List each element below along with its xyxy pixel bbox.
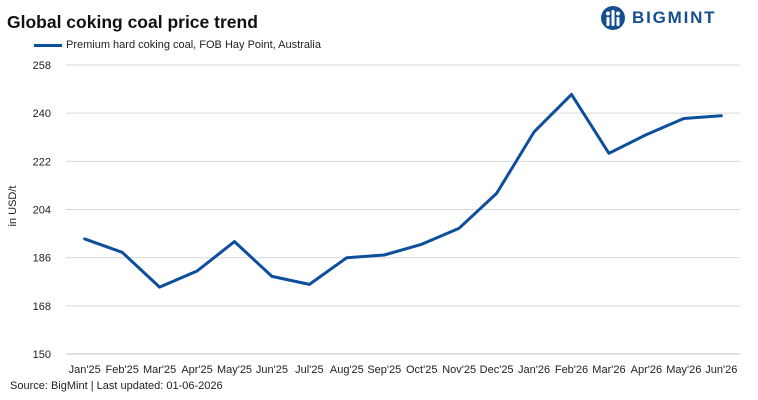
bigmint-logo: BIGMINT — [600, 5, 716, 31]
series-line — [83, 92, 723, 289]
x-tick-label: Mar'25 — [143, 364, 176, 376]
y-tick-label: 168 — [33, 301, 51, 313]
legend-label: Premium hard coking coal, FOB Hay Point,… — [66, 39, 321, 51]
x-tick-label: Oct'25 — [406, 364, 437, 376]
x-tick-label: Apr'25 — [181, 364, 212, 376]
legend-swatch — [34, 43, 62, 47]
chart-title: Global coking coal price trend — [7, 12, 258, 32]
bigmint-logo-icon — [601, 6, 625, 30]
x-tick-label: Jun'26 — [705, 364, 737, 376]
x-tick-label: Sep'25 — [367, 364, 401, 376]
x-tick-label: Dec'25 — [480, 364, 514, 376]
y-tick-label: 258 — [33, 60, 51, 72]
y-tick-label: 150 — [33, 349, 51, 361]
x-tick-label: Mar'26 — [592, 364, 625, 376]
source-note: Source: BigMint | Last updated: 01-06-20… — [10, 380, 223, 392]
x-tick-label: Apr'26 — [631, 364, 662, 376]
x-tick-label: Jun'25 — [256, 364, 288, 376]
x-tick-label: Nov'25 — [442, 364, 476, 376]
x-tick-label: Jan'26 — [518, 364, 550, 376]
x-tick-label: May'25 — [217, 364, 252, 376]
y-tick-label: 186 — [33, 253, 51, 265]
brand-name: BIGMINT — [632, 8, 717, 27]
x-tick-label: Aug'25 — [330, 364, 364, 376]
x-tick-label: Jan'25 — [69, 364, 101, 376]
y-tick-label: 204 — [33, 205, 51, 217]
x-tick-label: Feb'26 — [555, 364, 588, 376]
legend: Premium hard coking coal, FOB Hay Point,… — [34, 39, 321, 51]
y-tick-label: 222 — [33, 156, 51, 168]
y-tick-label: 240 — [33, 108, 51, 120]
x-tick-label: Jul'25 — [295, 364, 323, 376]
x-tick-label: Feb'25 — [106, 364, 139, 376]
x-tick-label: May'26 — [666, 364, 701, 376]
